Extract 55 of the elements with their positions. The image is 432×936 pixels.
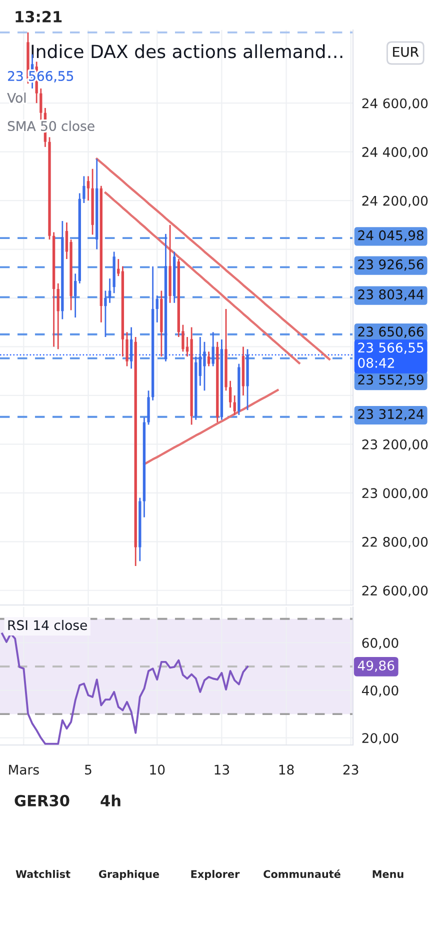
y-tick-label: 23 000,00: [362, 488, 428, 500]
ref-line-label: 23 650,66: [358, 326, 424, 338]
x-tick-label: 18: [279, 764, 294, 775]
ref-line-label: 23 312,24: [358, 409, 424, 420]
text: RSI 14 close: [8, 620, 87, 630]
candlestick: [74, 272, 77, 318]
text: 13:21: [16, 10, 62, 22]
y-tick-label: 22 600,00: [362, 586, 428, 597]
ref-line-label: 23 926,56: [358, 259, 424, 271]
ref-line-label: 24 045,98: [358, 230, 424, 242]
candlestick: [203, 341, 206, 392]
candlestick: [207, 350, 210, 367]
y-tick-label: 24 600,00: [362, 98, 428, 110]
text: 4h: [100, 794, 120, 806]
candlestick: [108, 278, 112, 304]
line-series: [104, 192, 300, 364]
text: 49,86: [358, 660, 394, 672]
line-series: [143, 388, 279, 466]
candlestick: [86, 175, 90, 202]
text: GER30: [14, 794, 70, 806]
text: Indice DAX des actions allemand…: [32, 44, 342, 58]
y-tick-label: 20,00: [362, 733, 398, 744]
text: Watchlist: [16, 870, 70, 878]
y-tick-label: 24 400,00: [362, 147, 428, 158]
x-tick-label: 10: [150, 764, 165, 775]
candlestick: [82, 175, 86, 204]
y-tick-label: 60,00: [362, 638, 398, 650]
x-tick-label: 5: [85, 764, 92, 775]
text: EUR: [393, 47, 419, 57]
line-series: [96, 158, 330, 360]
y-tick-label: 22 800,00: [362, 536, 428, 548]
y-tick-label: 24 200,00: [362, 196, 428, 208]
text: Explorer: [191, 870, 240, 880]
ref-line-label: 23 566,55 08:42: [358, 342, 424, 368]
annotation: Vol: [7, 92, 26, 103]
x-tick-label: 13: [214, 764, 230, 775]
text: Menu: [372, 870, 404, 878]
candlestick: [228, 380, 232, 408]
candlestick: [233, 394, 236, 416]
candlestick: [198, 336, 202, 386]
candlestick: [156, 294, 158, 324]
candlestick: [126, 331, 128, 367]
text: Communauté: [264, 870, 340, 878]
x-tick-label: Mars: [9, 764, 39, 775]
text: Graphique: [98, 870, 160, 880]
x-tick-label: 23: [343, 764, 358, 775]
line-series: [1, 632, 249, 745]
candlestick: [104, 290, 107, 338]
ref-line-label: 23 803,44: [358, 289, 424, 301]
y-tick-label: 23 200,00: [362, 439, 428, 451]
candlestick: [212, 331, 214, 367]
candlestick: [130, 326, 133, 370]
candlestick: [56, 282, 60, 350]
ref-line-label: 23 552,59: [358, 374, 424, 386]
y-tick-label: 40,00: [362, 685, 398, 697]
